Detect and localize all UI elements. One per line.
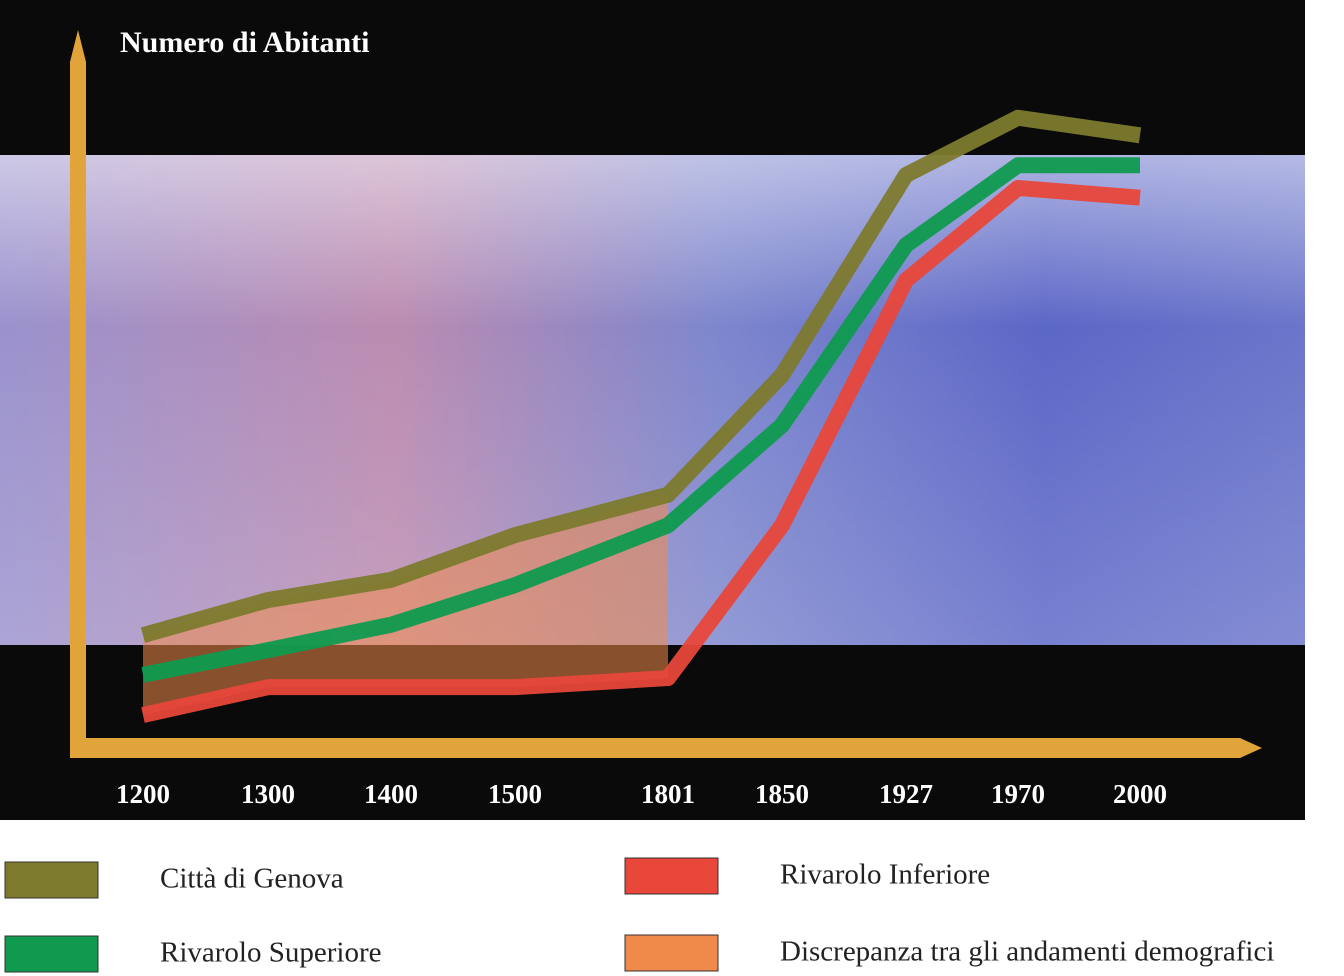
legend-swatch [625,935,718,971]
x-tick-label: 1400 [364,779,418,809]
x-tick-label: 1850 [755,779,809,809]
legend-swatch [5,936,98,972]
x-tick-label: 2000 [1113,779,1167,809]
legend-label: Città di Genova [160,863,344,895]
legend-swatch [625,858,718,894]
x-tick-label: 1500 [488,779,542,809]
legend: Città di Genova Rivarolo Superiore Rivarol… [5,858,1274,972]
legend-label: Discrepanza tra gli andamenti demografic… [780,936,1274,968]
legend-swatch [5,862,98,898]
x-tick-label: 1300 [241,779,295,809]
x-tick-label: 1970 [991,779,1045,809]
x-tick-label: 1927 [879,779,933,809]
x-tick-label: 1801 [641,779,695,809]
y-axis [70,30,86,745]
x-tick-label: 1200 [116,779,170,809]
legend-label: Rivarolo Superiore [160,937,381,969]
chart-title: Numero di Abitanti [120,26,369,59]
x-axis [70,738,1262,758]
chart: Numero di Abitanti 1200 1300 1400 1500 1801 1… [0,0,1344,976]
legend-label: Rivarolo Inferiore [780,859,990,891]
